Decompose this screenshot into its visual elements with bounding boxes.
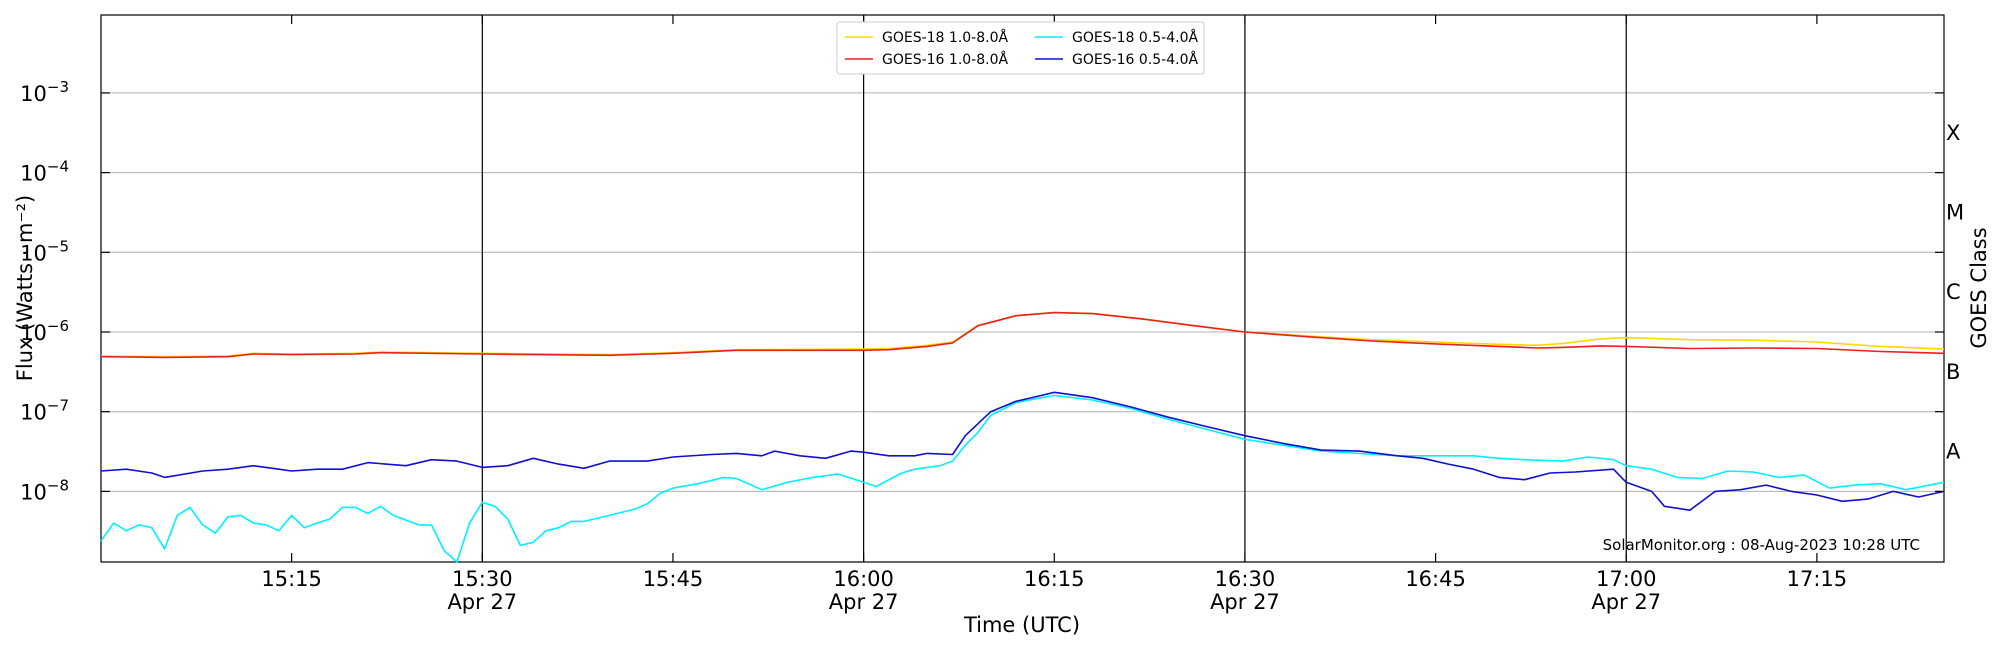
y-tick-base: 10 [20,401,47,425]
x-tick-label-4: 16:15 [1024,567,1085,591]
legend-label-goes18-short: GOES-18 0.5-4.0Å [1072,29,1198,46]
legend-label-goes16-short: GOES-16 0.5-4.0Å [1072,51,1198,68]
y-tick-label-1: 10−7 [20,397,69,425]
y-tick-base: 10 [20,321,47,345]
x-tick-label-8: 17:15 [1787,567,1848,591]
x-tick-label-6: 16:45 [1405,567,1466,591]
series-line-3 [100,391,1945,512]
goes-class-b: B [1946,360,1960,384]
plot-area [100,14,1945,563]
x-tick-label-7: 17:00 [1596,567,1657,591]
y-tick-label-3: 10−5 [20,237,69,265]
y2-axis-title: GOES Class [1967,227,1991,348]
goes-class-labels: A B C M X [1946,121,1964,464]
series-line-2 [100,394,1945,563]
goes-class-x: X [1946,121,1960,145]
y-tick-base: 10 [20,82,47,106]
x-tick-date-5: Apr 27 [1210,590,1280,614]
date-marker-lines [481,15,1627,562]
y-tick-base: 10 [20,162,47,186]
y-axis-ticks: 10−810−710−610−510−410−3 [20,78,1944,504]
y-tick-exponent: −6 [47,317,69,335]
credit-text: SolarMonitor.org : 08-Aug-2023 10:28 UTC [1603,536,1920,554]
series-line-0 [100,311,1945,358]
x-tick-label-0: 15:15 [261,567,322,591]
x-tick-label-5: 16:30 [1215,567,1276,591]
gridlines [101,92,1944,492]
y-tick-exponent: −8 [47,476,69,494]
y-axis-title: Flux (Watts · m⁻²) [13,195,37,381]
y-tick-label-5: 10−3 [20,78,69,106]
legend-box [836,21,1205,75]
x-tick-label-2: 15:45 [643,567,704,591]
x-tick-date-3: Apr 27 [829,590,899,614]
x-axis-title: Time (UTC) [963,613,1080,637]
goes-class-a: A [1946,440,1961,464]
y-tick-exponent: −7 [47,397,69,415]
x-tick-date-7: Apr 27 [1591,590,1661,614]
x-tick-label-1: 15:30 [452,567,513,591]
x-tick-label-3: 16:00 [833,567,894,591]
y-tick-exponent: −4 [47,158,69,176]
goes-class-m: M [1946,200,1964,224]
y-tick-label-4: 10−4 [20,158,69,186]
y-tick-label-2: 10−6 [20,317,69,345]
legend: GOES-18 1.0-8.0Å GOES-16 1.0-8.0Å GOES-1… [836,21,1205,75]
y-tick-exponent: −3 [47,78,69,96]
x-tick-date-1: Apr 27 [447,590,517,614]
y-tick-exponent: −5 [47,237,69,255]
series-lines [100,311,1945,563]
y-tick-base: 10 [20,241,47,265]
y-tick-base: 10 [20,480,47,504]
y-tick-label-0: 10−8 [20,476,69,504]
legend-label-goes18-long: GOES-18 1.0-8.0Å [882,29,1008,46]
series-line-1 [100,311,1945,359]
goes-class-c: C [1946,280,1961,304]
legend-label-goes16-long: GOES-16 1.0-8.0Å [882,51,1008,68]
